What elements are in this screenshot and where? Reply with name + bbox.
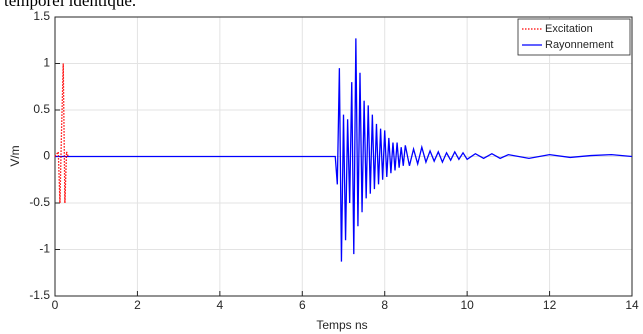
legend-box <box>517 18 631 56</box>
x-tick-label: 0 <box>52 298 59 312</box>
y-tick-label: -1 <box>39 242 50 256</box>
legend-label: Excitation <box>545 23 593 35</box>
x-tick-label: 2 <box>134 298 141 312</box>
y-tick-label: 1 <box>43 56 50 70</box>
y-tick-label: 1.5 <box>33 9 50 23</box>
y-tick-label: -0.5 <box>29 195 50 209</box>
y-tick-label: 0.5 <box>33 102 50 116</box>
legend: Excitation Rayonnement <box>517 18 631 56</box>
x-tick-label: 4 <box>217 298 224 312</box>
x-tick-label: 12 <box>543 298 557 312</box>
x-tick-label: 10 <box>460 298 474 312</box>
x-tick-label: 8 <box>381 298 388 312</box>
series-line <box>55 38 633 262</box>
y-tick-label: -1.5 <box>29 288 50 302</box>
legend-label: Rayonnement <box>545 39 614 51</box>
x-tick-label: 6 <box>299 298 306 312</box>
caption: temporel identique. <box>4 0 136 10</box>
x-tick-label: 14 <box>625 298 639 312</box>
x-axis-label: Temps ns <box>316 318 367 332</box>
series-line <box>54 63 69 204</box>
y-axis-label: V/m <box>8 145 22 166</box>
y-tick-label: 0 <box>43 149 50 163</box>
